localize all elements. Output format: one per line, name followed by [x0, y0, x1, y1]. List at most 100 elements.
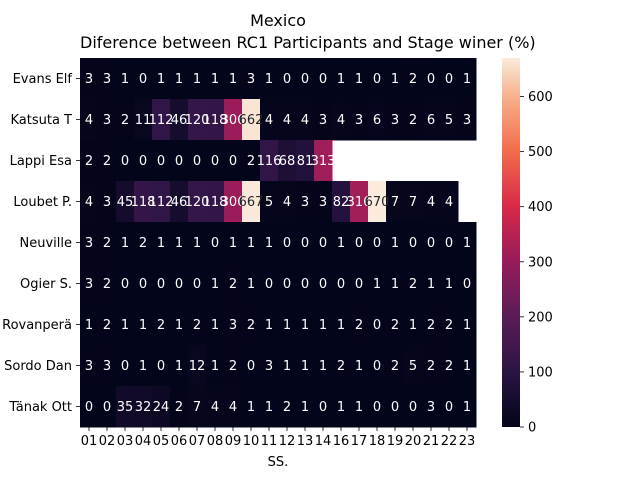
heatmap-cell — [152, 386, 171, 428]
heatmap-cell — [368, 345, 387, 387]
y-tick-label: Evans Elf — [13, 72, 73, 87]
x-tick-label: 04 — [135, 434, 152, 449]
cell-value-label: 1 — [139, 318, 147, 333]
heatmap-cell — [350, 386, 369, 428]
cell-value-label: 1 — [175, 359, 183, 374]
heatmap-cell — [404, 263, 423, 305]
heatmap-cell — [98, 345, 117, 387]
cell-value-label: 2 — [409, 72, 417, 87]
cell-value-label: 1 — [193, 236, 201, 251]
cell-value-label: 1 — [337, 236, 345, 251]
heatmap-cell — [296, 345, 315, 387]
heatmap-cell — [80, 140, 99, 182]
cell-value-label: 3 — [319, 195, 327, 210]
cell-value-label: 1 — [229, 236, 237, 251]
cell-value-label: 1 — [121, 72, 129, 87]
cell-value-label: 1 — [301, 400, 309, 415]
cell-value-label: 120 — [185, 195, 210, 210]
y-tick-label: Sordo Dan — [4, 359, 72, 374]
heatmap-cell — [296, 181, 315, 223]
cell-value-label: 0 — [427, 236, 435, 251]
heatmap-cell — [224, 263, 243, 305]
cell-value-label: 7 — [391, 195, 399, 210]
cell-value-label: 1 — [265, 400, 273, 415]
heatmap-cell — [458, 222, 477, 264]
cell-value-label: 0 — [229, 154, 237, 169]
cell-value-label: 118 — [203, 113, 228, 128]
colorbar-tick-label: 300 — [528, 255, 553, 270]
heatmap-cell — [422, 263, 441, 305]
x-tick-label: 07 — [189, 434, 206, 449]
cell-value-label: 6 — [427, 113, 435, 128]
cell-value-label: 1 — [139, 359, 147, 374]
cell-value-label: 1 — [463, 236, 471, 251]
cell-value-label: 3 — [355, 113, 363, 128]
cell-value-label: 2 — [445, 318, 453, 333]
cell-value-label: 1 — [391, 236, 399, 251]
heatmap-cell — [80, 345, 99, 387]
cell-value-label: 0 — [157, 154, 165, 169]
heatmap-cell — [314, 181, 333, 223]
heatmap-cell — [116, 222, 135, 264]
cell-value-label: 4 — [265, 113, 273, 128]
cell-value-label: 11 — [135, 113, 152, 128]
chart-subtitle: Diference between RC1 Participants and S… — [80, 33, 536, 52]
cell-value-label: 1 — [211, 277, 219, 292]
cell-value-label: 7 — [409, 195, 417, 210]
heatmap-cell — [224, 99, 243, 141]
colorbar-tick-label: 200 — [528, 310, 553, 325]
heatmap-cell — [116, 99, 135, 141]
cell-value-label: 3 — [85, 277, 93, 292]
heatmap-cell — [134, 99, 153, 141]
heatmap-cell — [98, 222, 117, 264]
cell-value-label: 2 — [103, 318, 111, 333]
cell-value-label: 118 — [203, 195, 228, 210]
cell-value-label: 1 — [211, 359, 219, 374]
heatmap-cell — [368, 386, 387, 428]
x-tick-label: 17 — [351, 434, 368, 449]
heatmap-cell — [116, 304, 135, 346]
cell-value-label: 5 — [409, 359, 417, 374]
heatmap-cell — [134, 58, 153, 100]
x-tick-label: 19 — [387, 434, 404, 449]
cell-value-label: 81 — [297, 154, 314, 169]
heatmap-cell — [422, 58, 441, 100]
heatmap-cell — [188, 386, 207, 428]
cell-value-label: 0 — [85, 400, 93, 415]
heatmap-cell — [296, 386, 315, 428]
cell-value-label: 1 — [157, 236, 165, 251]
x-tick-label: 18 — [369, 434, 386, 449]
heatmap-cell — [80, 99, 99, 141]
heatmap-cell — [440, 181, 459, 223]
y-tick-label: Loubet P. — [13, 195, 72, 210]
x-tick-label: 02 — [99, 434, 116, 449]
heatmap-cell — [152, 181, 171, 223]
colorbar — [502, 58, 520, 427]
heatmap-cell — [386, 181, 405, 223]
heatmap-cell — [386, 304, 405, 346]
heatmap-cell — [152, 222, 171, 264]
heatmap-cell — [296, 263, 315, 305]
heatmap-cell — [332, 345, 351, 387]
heatmap-cell — [332, 99, 351, 141]
cell-value-label: 2 — [229, 277, 237, 292]
cell-value-label: 118 — [131, 195, 156, 210]
heatmap-cell — [314, 222, 333, 264]
heatmap-cell — [170, 58, 189, 100]
cell-value-label: 3 — [103, 359, 111, 374]
heatmap-cell — [296, 99, 315, 141]
cell-value-label: 1 — [85, 318, 93, 333]
cell-value-label: 24 — [153, 400, 170, 415]
heatmap-cell — [332, 304, 351, 346]
cell-value-label: 2 — [193, 318, 201, 333]
cell-value-label: 2 — [445, 359, 453, 374]
heatmap-cell — [170, 140, 189, 182]
x-axis-label: SS. — [267, 455, 289, 470]
cell-value-label: 0 — [355, 236, 363, 251]
heatmap-cell — [170, 386, 189, 428]
cell-value-label: 112 — [149, 195, 174, 210]
cell-value-label: 0 — [121, 154, 129, 169]
cell-value-label: 0 — [319, 236, 327, 251]
cell-value-label: 1 — [427, 277, 435, 292]
